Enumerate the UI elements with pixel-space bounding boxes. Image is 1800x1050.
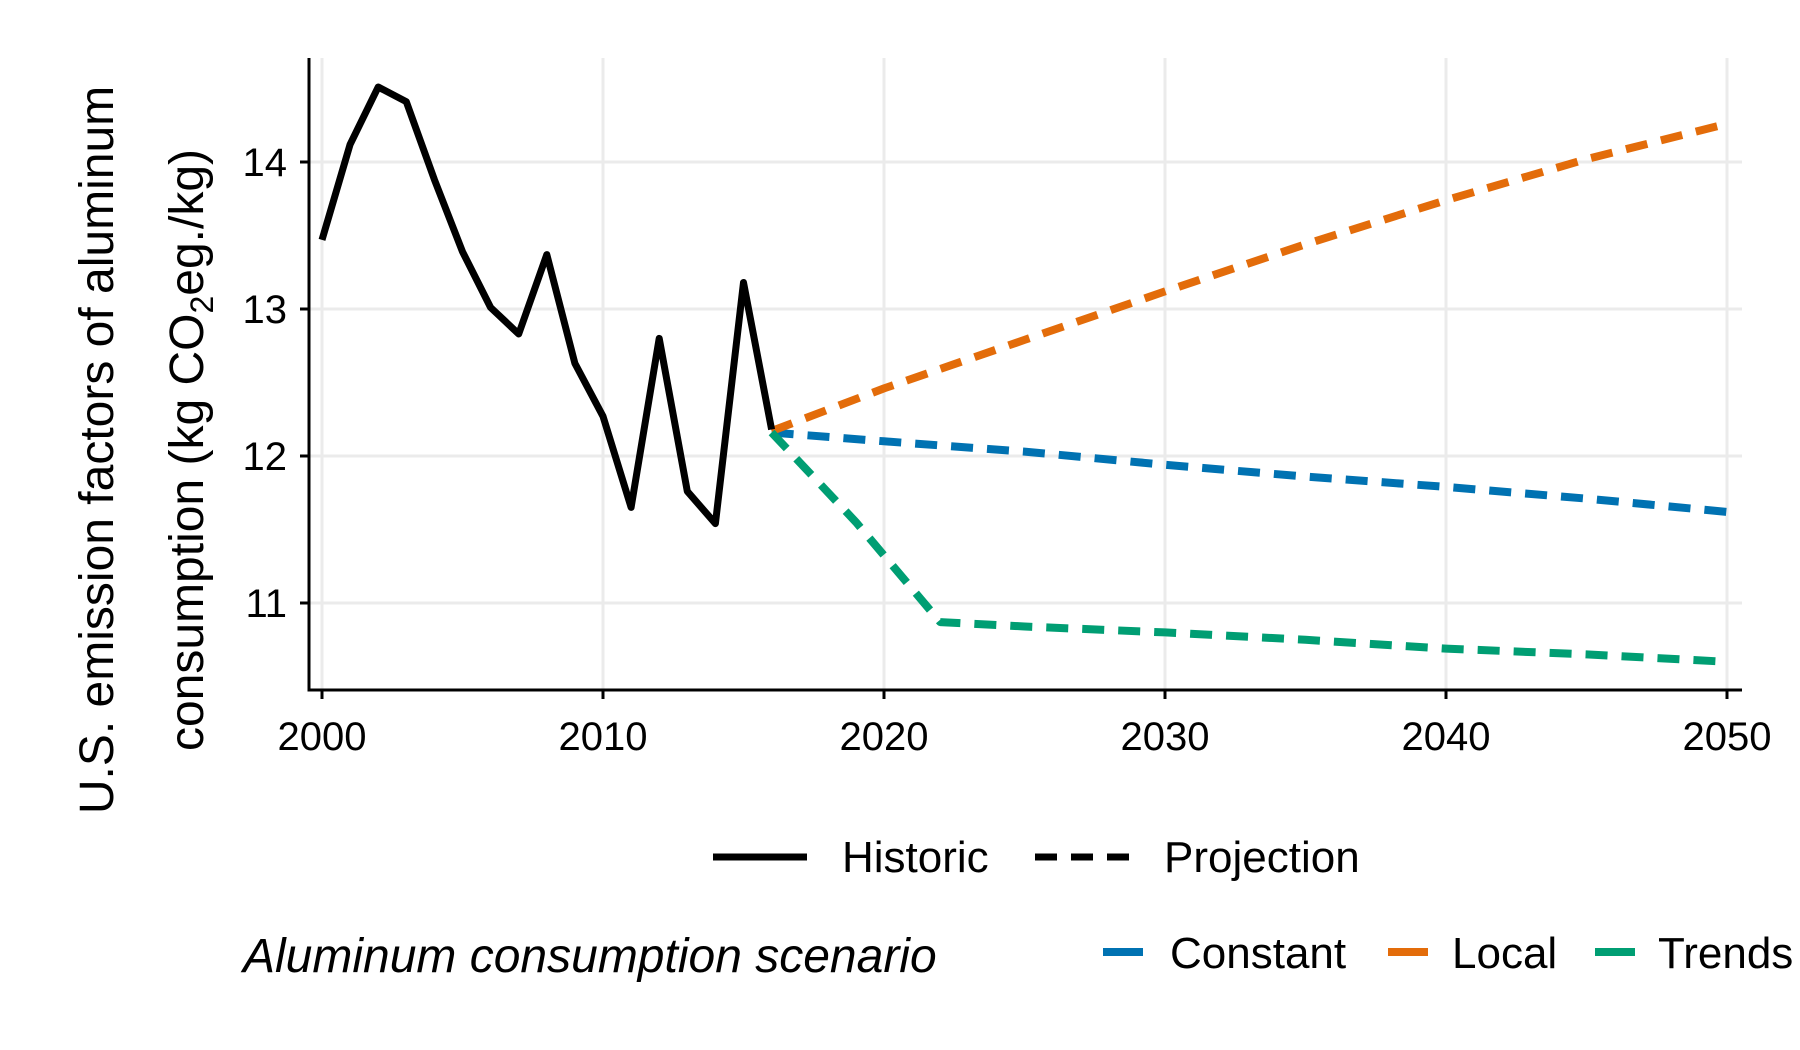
color-legend: Aluminum consumption scenario Constant L… (240, 929, 1793, 983)
legend-constant-label: Constant (1170, 929, 1346, 978)
y-axis-title-pre: consumption (kg CO (161, 314, 214, 752)
y-axis-title-line2: consumption (kg CO2eg./kg) (161, 149, 220, 751)
legend-trends-label: Trends (1658, 929, 1793, 978)
y-axis-title-sub: 2 (184, 296, 220, 314)
legend-local-label: Local (1452, 929, 1557, 978)
legend-projection-label: Projection (1164, 833, 1360, 882)
y-tick-label: 12 (243, 435, 288, 479)
linetype-legend: Historic Projection (713, 833, 1360, 882)
y-tick-label: 14 (243, 141, 288, 185)
x-tick-label: 2030 (1121, 715, 1210, 759)
y-axis-title-line1: U.S. emission factors of aluminum (71, 86, 124, 814)
series-line-historic (318, 83, 776, 528)
y-tick-label: 13 (243, 288, 288, 332)
series-lines (318, 83, 1728, 666)
series-line-trends (768, 429, 1728, 666)
x-tick-label: 2040 (1402, 715, 1491, 759)
grid (309, 58, 1742, 690)
color-legend-title: Aluminum consumption scenario (240, 930, 937, 983)
x-tick-label: 2010 (559, 715, 648, 759)
x-tick-label: 2050 (1683, 715, 1772, 759)
legend-historic-label: Historic (842, 833, 989, 882)
x-tick-label: 2000 (278, 715, 367, 759)
series-line-local (770, 119, 1728, 435)
tick-labels: 2000 2010 2020 2030 2040 2050 11 12 13 14 (243, 141, 1772, 759)
y-axis-title-post: eg./kg) (161, 149, 214, 296)
x-tick-label: 2020 (840, 715, 929, 759)
axes (307, 58, 1742, 692)
series-line-constant (771, 428, 1728, 516)
y-tick-label: 11 (245, 582, 287, 626)
